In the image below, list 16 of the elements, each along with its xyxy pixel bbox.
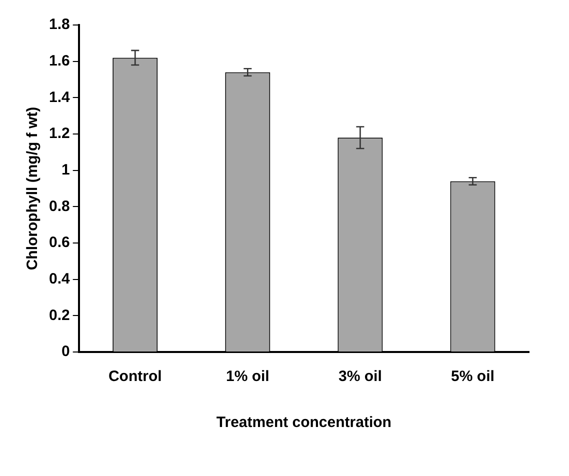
y-tick-label: 0.4 [48, 270, 70, 288]
y-axis-title: Chlorophyll (mg/g f wt) [24, 106, 42, 270]
x-axis-title: Treatment concentration [216, 414, 392, 432]
x-tick-label: 5% oil [451, 368, 494, 386]
y-tick-label: 1.6 [48, 52, 70, 70]
y-tick-label: 1.2 [48, 125, 70, 142]
y-tick-label: 1.8 [48, 16, 70, 34]
y-tick-label: 0.2 [48, 306, 70, 324]
x-tick-label: 1% oil [226, 368, 270, 386]
x-tick-label: Control [108, 368, 162, 386]
y-tick-label: 0.8 [48, 198, 70, 215]
y-tick-label: 0 [62, 343, 70, 360]
y-tick-label: 1.4 [48, 88, 70, 106]
y-tick-label: 0.6 [48, 234, 70, 252]
y-tick-label: 1 [62, 161, 70, 178]
x-tick-label: 3% oil [338, 368, 382, 386]
